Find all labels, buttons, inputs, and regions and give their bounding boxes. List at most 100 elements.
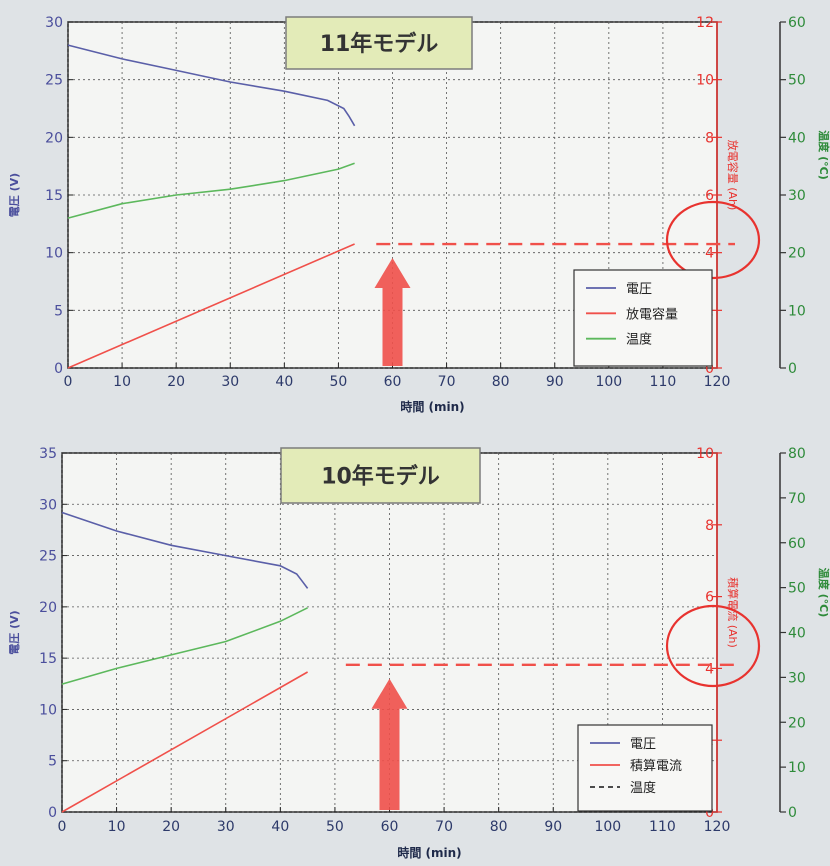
x-tick-label: 90 [544,819,562,835]
y-left-axis-label: 電圧 (V) [8,173,21,217]
x-tick-label: 60 [384,374,402,390]
chart-title: 11年モデル [320,31,439,57]
series-line-left [67,44,356,127]
legend-label: 放電容量 [626,306,678,322]
x-tick-label: 50 [326,819,344,835]
y-left-tick-label: 25 [45,73,63,89]
y-left-tick-label: 5 [54,303,63,319]
y-right2-tick-label: 0 [788,805,797,821]
y-right-tick-label: 4 [705,246,714,262]
y-left-tick-label: 0 [54,361,63,377]
y-right-tick-label: 12 [696,15,714,31]
y-right-tick-label: 10 [696,73,714,89]
y-left-tick-label: 5 [48,754,57,770]
y-right2-axis-label: 温度 (°C) [817,568,830,617]
x-axis-label: 時間 (min) [397,845,461,860]
series-line-left [61,511,309,589]
x-tick-label: 110 [650,374,677,390]
y-right-axis-label: 放電容量 (Ah) [726,140,740,211]
x-tick-label: 50 [330,374,348,390]
legend-label: 温度 [626,332,652,348]
x-tick-label: 20 [162,819,180,835]
x-tick-label: 80 [490,819,508,835]
y-right2-tick-label: 80 [788,446,806,462]
y-right-tick-label: 0 [705,805,714,821]
y-right2-tick-label: 0 [788,361,797,377]
x-tick-label: 80 [492,374,510,390]
y-left-tick-label: 10 [45,246,63,262]
y-right-tick-label: 10 [696,446,714,462]
y-right2-tick-label: 20 [788,246,806,262]
y-left-tick-label: 25 [39,549,57,565]
y-right2-tick-label: 20 [788,715,806,731]
y-right-tick-label: 8 [705,130,714,146]
y-right-tick-label: 6 [705,188,714,204]
y-right2-tick-label: 70 [788,491,806,507]
y-right-tick-label: 6 [705,590,714,606]
highlight-circle [665,604,761,688]
y-right2-tick-label: 40 [788,626,806,642]
title-box [285,16,473,70]
legend-label: 電圧 [626,282,652,297]
x-tick-label: 30 [217,819,235,835]
series-line-right2 [61,607,308,685]
legend-box [573,269,713,367]
y-left-tick-label: 30 [39,497,57,513]
series-line-right [61,671,308,813]
y-right-tick-label: 8 [705,518,714,534]
series-line-right2 [67,162,355,219]
x-tick-label: 0 [58,819,67,835]
y-left-tick-label: 35 [39,446,57,462]
x-tick-label: 40 [275,374,293,390]
x-tick-label: 70 [435,819,453,835]
x-tick-label: 10 [113,374,131,390]
x-tick-label: 100 [594,819,621,835]
legend-label: 積算電流 [630,759,682,774]
legend-box [577,724,713,812]
y-right2-tick-label: 50 [788,73,806,89]
x-tick-label: 120 [704,819,731,835]
y-right-axis-label: 積算電流 (Ah) [726,577,740,648]
x-tick-label: 30 [221,374,239,390]
y-right-tick-label: 4 [705,661,714,677]
y-right2-tick-label: 30 [788,188,806,204]
x-tick-label: 110 [649,819,676,835]
x-tick-label: 120 [704,374,731,390]
x-tick-label: 0 [64,374,73,390]
x-tick-label: 20 [167,374,185,390]
y-left-tick-label: 15 [45,188,63,204]
x-tick-label: 10 [108,819,126,835]
x-tick-label: 70 [438,374,456,390]
x-tick-label: 40 [271,819,289,835]
up-arrow [374,258,411,366]
x-tick-label: 60 [381,819,399,835]
y-right2-tick-label: 50 [788,581,806,597]
y-left-tick-label: 0 [48,805,57,821]
highlight-circle [665,200,761,280]
y-left-axis-label: 電圧 (V) [8,610,21,654]
title-box [280,447,481,504]
y-left-tick-label: 10 [39,702,57,718]
y-left-tick-label: 20 [45,130,63,146]
legend-label: 温度 [630,780,656,796]
y-left-tick-label: 15 [39,651,57,667]
y-right2-tick-label: 10 [788,760,806,776]
x-tick-label: 100 [595,374,622,390]
x-axis-label: 時間 (min) [400,399,464,414]
y-right2-tick-label: 30 [788,670,806,686]
y-right-tick-label: 0 [705,361,714,377]
series-line-right [67,243,355,369]
y-left-tick-label: 30 [45,15,63,31]
y-right2-tick-label: 10 [788,303,806,319]
x-tick-label: 90 [546,374,564,390]
chart-title: 10年モデル [321,464,440,490]
y-left-tick-label: 20 [39,600,57,616]
y-right2-tick-label: 40 [788,130,806,146]
y-right2-tick-label: 60 [788,15,806,31]
up-arrow [371,678,408,810]
y-right2-tick-label: 60 [788,536,806,552]
